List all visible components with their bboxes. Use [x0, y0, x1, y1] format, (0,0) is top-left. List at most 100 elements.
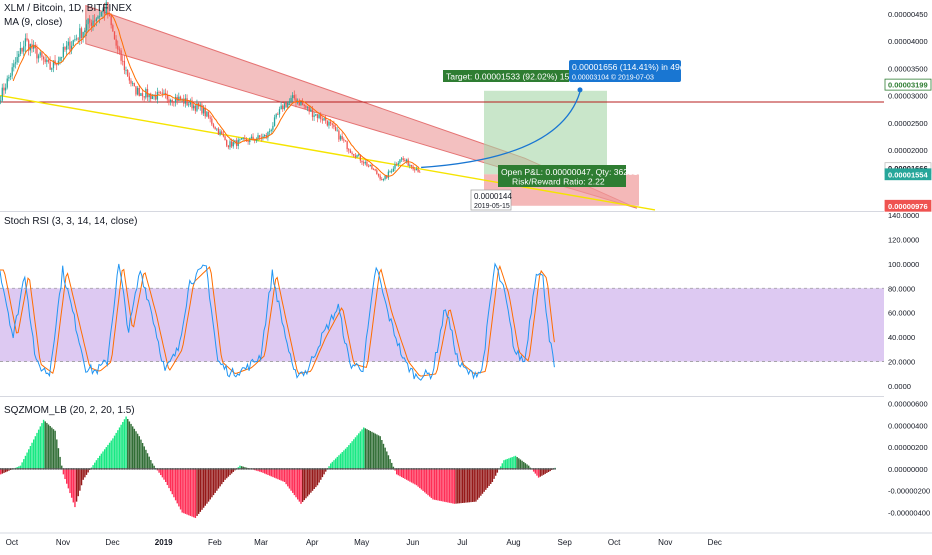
- sqz-dot: [32, 468, 35, 470]
- sqz-dot: [468, 468, 471, 470]
- sqz-bar: [103, 449, 106, 469]
- sqz-bar: [163, 468, 165, 480]
- sqz-bar: [74, 468, 76, 508]
- sqz-dot: [255, 468, 258, 470]
- sqz-dot: [295, 468, 297, 470]
- stop-price-marker-bg: [884, 199, 932, 212]
- sqz-bar: [311, 468, 314, 491]
- sqz-bar: [176, 468, 178, 504]
- sqz-bar: [188, 468, 190, 516]
- sqz-dot: [508, 468, 510, 470]
- sqz-bar: [356, 435, 358, 469]
- candle-body: [212, 124, 215, 127]
- sqz-dot: [211, 468, 213, 470]
- candle-body: [184, 98, 187, 104]
- sqz-dot: [491, 468, 494, 470]
- sqz-dot: [217, 468, 220, 470]
- sqz-bar: [318, 468, 320, 483]
- sqz-dot: [24, 468, 27, 470]
- sqz-dot: [239, 468, 241, 470]
- candle-body: [113, 31, 116, 40]
- sqz-bar: [259, 468, 261, 472]
- sqz-bar: [486, 468, 489, 488]
- sqz-bar: [518, 458, 520, 469]
- candle-body: [100, 11, 102, 17]
- candle-body: [49, 61, 51, 70]
- sqz-dot: [184, 468, 187, 470]
- sqz-dot: [80, 468, 83, 470]
- sqz-bar: [433, 468, 436, 500]
- sqz-bar: [358, 433, 360, 469]
- sqz-bar: [127, 419, 129, 469]
- sqz-dot: [17, 468, 20, 470]
- sqz-bar: [511, 457, 513, 469]
- ma-price-marker-bg: [884, 78, 932, 91]
- sqz-dot: [503, 468, 505, 470]
- sqz-dot: [300, 468, 302, 470]
- sqz-bar: [453, 468, 456, 504]
- sqz-dot: [379, 468, 382, 470]
- sqz-bar: [212, 468, 215, 496]
- sqz-dot: [306, 468, 309, 470]
- sqz-bar: [66, 468, 68, 484]
- sqz-bar: [537, 468, 540, 478]
- sqz-dot: [229, 468, 231, 470]
- sqz-dot: [116, 468, 119, 470]
- sqz-dot: [36, 468, 38, 470]
- candle-body: [290, 97, 292, 102]
- sqz-bar: [285, 468, 287, 485]
- candle-body: [51, 68, 53, 70]
- sqz-bar: [504, 459, 507, 469]
- sqz-bar: [135, 431, 137, 469]
- candle-body: [400, 158, 403, 160]
- sqz-bar: [384, 447, 386, 469]
- sqz-bar: [476, 468, 479, 500]
- sqz-dot: [351, 468, 354, 470]
- sqz-bar: [440, 468, 442, 502]
- sqz-bar: [328, 466, 330, 469]
- sqz-bar: [84, 468, 86, 478]
- sqz-bar: [18, 466, 20, 469]
- stoch-tick-label: 80.0000: [888, 284, 915, 293]
- sqz-bar: [338, 455, 340, 469]
- sqz-bar: [36, 432, 38, 469]
- sqz-bar: [363, 427, 365, 469]
- stoch-tick-label: 140.0000: [888, 211, 919, 220]
- pnl-label-bg: [498, 165, 626, 187]
- sqz-bar: [59, 456, 61, 469]
- sqz-dot: [120, 468, 123, 470]
- sqz-dot: [347, 468, 350, 470]
- x-tick-label: May: [354, 538, 369, 547]
- sqz-dot: [344, 468, 347, 470]
- sqz-dot: [554, 468, 556, 470]
- sqz-bar: [361, 429, 363, 469]
- sqz-bar: [3, 468, 5, 473]
- candle-body: [341, 136, 343, 140]
- sqz-bar: [396, 468, 398, 475]
- sqz-dot: [14, 468, 17, 470]
- sqz-bar: [99, 455, 101, 469]
- sqz-bar: [452, 468, 454, 504]
- candle-body: [9, 75, 12, 78]
- candle-body: [240, 138, 243, 140]
- sqz-dot: [131, 468, 134, 470]
- sqz-dot: [329, 468, 332, 470]
- sqz-bar: [242, 466, 244, 469]
- sqz-dot: [456, 468, 459, 470]
- sqz-bar: [458, 468, 461, 504]
- sqz-dot: [171, 468, 174, 470]
- sqz-dot: [303, 468, 306, 470]
- sqz-bar: [196, 468, 198, 516]
- sqz-bar: [323, 468, 325, 475]
- sqz-dot: [112, 468, 114, 470]
- candle-body: [405, 159, 408, 162]
- sqz-bar: [346, 447, 348, 469]
- sqz-bar: [100, 453, 103, 469]
- candle-body: [1, 87, 3, 101]
- sqz-dot: [4, 468, 7, 470]
- candle-body: [141, 93, 144, 97]
- sqz-bar: [115, 432, 117, 469]
- sqz-bar: [112, 438, 114, 469]
- sqz-dot: [319, 468, 322, 470]
